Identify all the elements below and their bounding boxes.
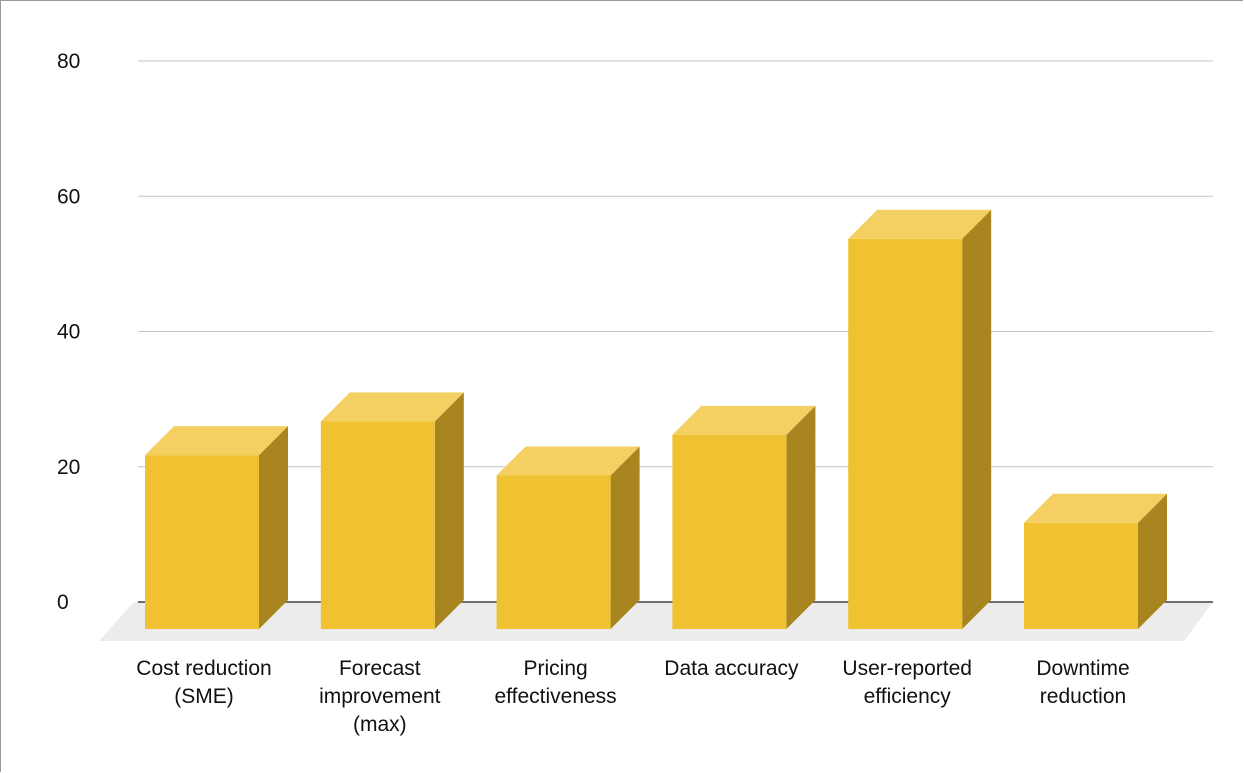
bar-top-face [1024,493,1167,523]
x-tick-label-line: Downtime [1036,657,1129,680]
bar-side-face [786,405,816,629]
bar [145,426,288,629]
x-tick-label-line: User-reported [842,657,972,680]
x-tick-label-line: Data accuracy [664,657,799,680]
bar [672,405,816,629]
x-tick-label: Cost reduction (SME) [136,657,271,708]
y-tick-label: 0 [57,591,69,614]
x-axis-category-labels: Cost reduction (SME) Forecast improvement (m… [136,657,1129,736]
x-tick-label: Pricing effectiveness [495,657,617,708]
bar-top-face [320,392,464,422]
x-tick-label: Data accuracy [664,657,799,680]
bar-front-face [1024,522,1138,629]
bar-top-face [496,446,640,476]
x-tick-label-line: effectiveness [495,685,617,708]
x-tick-label-line: reduction [1040,685,1126,708]
bar-top-face [145,426,288,456]
bar [496,446,640,629]
bars [145,209,1167,629]
bar-top-face [848,209,992,239]
x-tick-label: Forecast improvement (max) [319,657,441,736]
bar-front-face [496,475,611,629]
bar [848,209,992,629]
bar-top-face [672,405,816,435]
y-tick-label: 40 [57,321,80,344]
bar-side-face [434,392,464,629]
x-tick-label: Downtime reduction [1036,657,1129,708]
bar [1024,493,1167,629]
x-tick-label-line: Cost reduction [136,657,271,680]
bar-side-face [259,426,288,629]
bar-front-face [848,238,963,629]
bar-front-face [320,421,435,629]
bar [320,392,464,629]
x-tick-label-line: (SME) [174,685,234,708]
bar-front-face [145,455,259,629]
y-tick-label: 60 [57,185,80,208]
x-tick-label: User-reported efficiency [842,657,972,708]
x-tick-label-line: (max) [353,713,407,736]
x-tick-label-line: Forecast [339,657,421,680]
y-axis-tick-labels: 0 20 40 60 80 [57,50,80,614]
y-tick-label: 20 [57,456,80,479]
y-tick-label: 80 [57,50,80,73]
x-tick-label-line: Pricing [523,657,587,680]
bar-front-face [672,434,787,629]
bar-side-face [1138,493,1167,629]
x-tick-label-line: improvement [319,685,441,708]
x-tick-label-line: efficiency [864,685,952,708]
bar-side-face [962,209,992,629]
bar-side-face [610,446,640,629]
